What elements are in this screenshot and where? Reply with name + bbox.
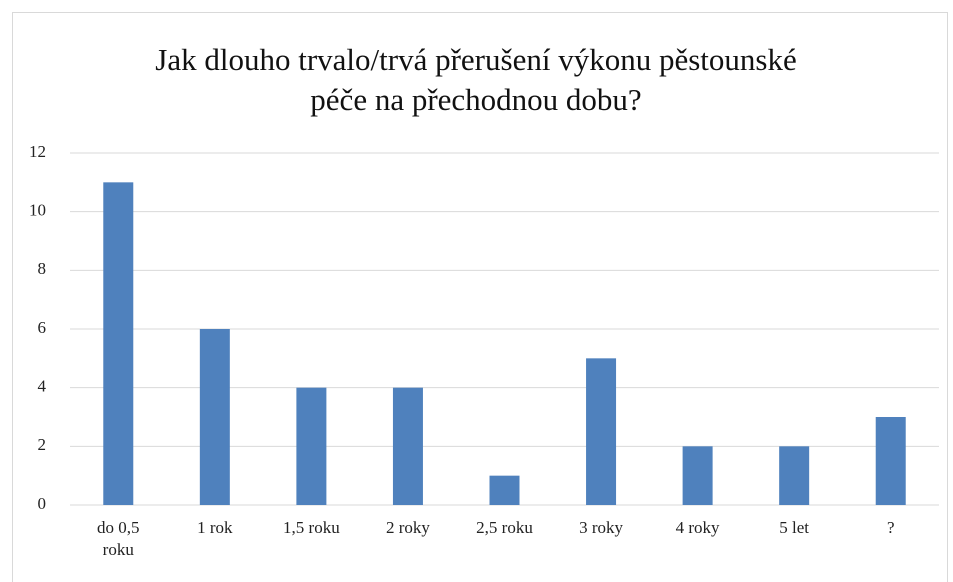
y-tick-label: 12 (29, 142, 46, 161)
x-tick-label: ? (886, 518, 895, 537)
x-tick-label: 5 let (779, 518, 810, 537)
x-tick-label: 2 roky (385, 518, 430, 537)
x-tick-label: do 0,5 roku (97, 518, 140, 559)
y-tick-label: 10 (29, 201, 46, 220)
bar (682, 446, 713, 505)
bar (199, 329, 230, 505)
bar (489, 475, 520, 505)
chart-title: Jak dlouho trvalo/trvá přerušení výkonu … (155, 42, 797, 117)
bar (875, 417, 906, 505)
y-tick-label: 6 (38, 318, 47, 337)
x-tick-label: 1 rok (197, 518, 233, 537)
y-tick-label: 0 (38, 494, 47, 513)
y-tick-label: 8 (38, 259, 47, 278)
x-tick-label: 4 roky (675, 518, 720, 537)
y-tick-label: 4 (38, 377, 47, 396)
bar (296, 387, 327, 505)
bar (779, 446, 810, 505)
bar (586, 358, 617, 505)
x-tick-label: 1,5 roku (283, 518, 340, 537)
chart-border (12, 12, 948, 582)
x-tick-label: 3 roky (579, 518, 623, 537)
y-tick-label: 2 (38, 435, 47, 454)
x-tick-label: 2,5 roku (476, 518, 533, 537)
bar (392, 387, 423, 505)
bar (103, 182, 134, 506)
